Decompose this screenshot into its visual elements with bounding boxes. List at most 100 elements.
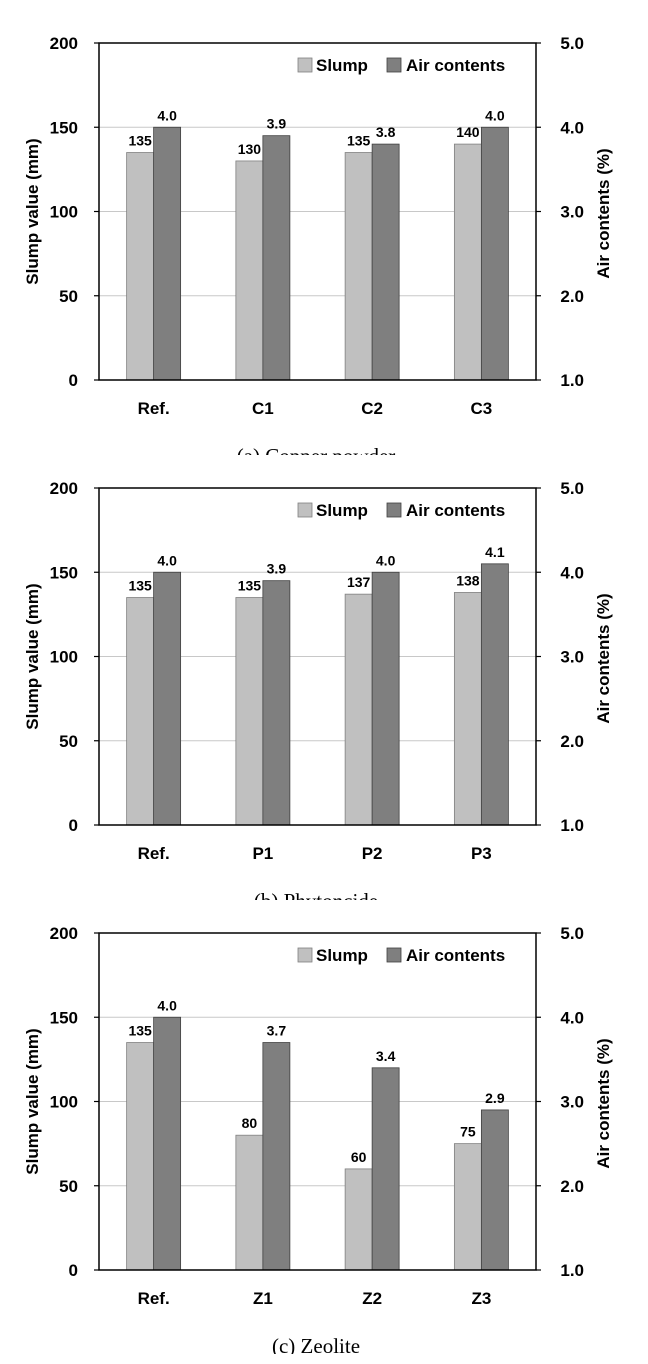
right-tick-label: 4.0	[560, 563, 584, 582]
legend-swatch-slump	[297, 947, 313, 963]
left-tick-label: 50	[59, 732, 78, 751]
category-label: P2	[362, 844, 383, 863]
right-axis-title: Air contents (%)	[594, 148, 613, 278]
legend-label-air: Air contents	[406, 501, 505, 520]
bar-slump	[235, 597, 264, 826]
bar-air-contents	[153, 1016, 182, 1271]
category-label: Z3	[471, 1289, 491, 1308]
bar-air-contents	[262, 1042, 291, 1271]
legend-swatch-slump	[297, 57, 313, 73]
left-tick-label: 150	[50, 118, 78, 137]
bar-slump	[453, 1143, 482, 1271]
right-axis-title: Air contents (%)	[594, 593, 613, 723]
left-tick-label: 50	[59, 287, 78, 306]
legend-swatch-slump	[297, 502, 313, 518]
data-label-air: 4.1	[485, 544, 505, 560]
data-label-slump: 135	[128, 578, 152, 594]
data-label-slump: 137	[347, 574, 371, 590]
right-tick-label: 2.0	[560, 1177, 584, 1196]
left-tick-label: 0	[69, 1261, 78, 1280]
figure-caption: (c) Zeolite	[272, 1334, 360, 1354]
right-tick-label: 3.0	[560, 1093, 584, 1112]
right-tick-label: 4.0	[560, 1008, 584, 1027]
right-tick-label: 2.0	[560, 732, 584, 751]
data-label-slump: 130	[238, 141, 262, 157]
left-tick-label: 200	[50, 924, 78, 943]
category-label: Ref.	[138, 1289, 170, 1308]
data-label-slump: 135	[347, 133, 371, 149]
data-label-air: 4.0	[157, 997, 177, 1013]
right-axis-title: Air contents (%)	[594, 1038, 613, 1168]
data-label-slump: 60	[351, 1149, 367, 1165]
legend-label-slump: Slump	[316, 56, 368, 75]
bar-air-contents	[371, 571, 400, 826]
legend-label-air: Air contents	[406, 56, 505, 75]
legend-swatch-air	[386, 947, 402, 963]
left-tick-label: 100	[50, 203, 78, 222]
category-label: Ref.	[138, 399, 170, 418]
left-tick-label: 100	[50, 648, 78, 667]
left-axis-title: Slump value (mm)	[23, 1028, 42, 1174]
data-label-air: 4.0	[157, 552, 177, 568]
data-label-slump: 138	[456, 572, 480, 588]
bar-slump	[235, 1134, 264, 1271]
legend-label-slump: Slump	[316, 946, 368, 965]
data-label-air: 3.9	[267, 561, 287, 577]
right-tick-label: 1.0	[560, 371, 584, 390]
chart-phytoncide: 135 4.0 Ref. 135 3.9 P1 137 4.0 P2 138 4.1 P3 0 50 100…	[23, 479, 613, 900]
data-label-air: 4.0	[485, 107, 505, 123]
right-tick-label: 5.0	[560, 479, 584, 498]
right-tick-label: 3.0	[560, 203, 584, 222]
figure-caption: (a) Copper powder	[237, 444, 396, 455]
data-label-slump: 75	[460, 1124, 476, 1140]
data-label-slump: 135	[128, 1023, 152, 1039]
left-axis-title: Slump value (mm)	[23, 138, 42, 284]
right-tick-label: 2.0	[560, 287, 584, 306]
category-label: P3	[471, 844, 492, 863]
data-label-slump: 140	[456, 124, 480, 140]
bar-air-contents	[262, 135, 291, 381]
right-tick-label: 4.0	[560, 118, 584, 137]
data-label-air: 2.9	[485, 1090, 505, 1106]
data-label-air: 3.7	[267, 1023, 287, 1039]
bar-slump	[344, 152, 373, 381]
bar-slump	[235, 160, 264, 381]
category-label: P1	[252, 844, 273, 863]
legend-label-slump: Slump	[316, 501, 368, 520]
left-tick-label: 200	[50, 34, 78, 53]
legend-label-air: Air contents	[406, 946, 505, 965]
bar-air-contents	[153, 571, 182, 826]
right-tick-label: 1.0	[560, 1261, 584, 1280]
right-tick-label: 1.0	[560, 816, 584, 835]
right-tick-label: 5.0	[560, 924, 584, 943]
bar-slump	[453, 143, 482, 381]
data-label-air: 3.8	[376, 124, 396, 140]
right-tick-label: 5.0	[560, 34, 584, 53]
legend-swatch-air	[386, 57, 402, 73]
data-label-air: 4.0	[157, 107, 177, 123]
chart-copper-powder: 135 4.0 Ref. 130 3.9 C1 135 3.8 C2 140 4.0 C3 0 50 100…	[23, 34, 613, 455]
data-label-air: 3.4	[376, 1048, 396, 1064]
bar-air-contents	[480, 1109, 509, 1271]
data-label-air: 3.9	[267, 116, 287, 132]
bar-slump	[453, 592, 482, 826]
right-tick-label: 3.0	[560, 648, 584, 667]
bar-air-contents	[371, 1067, 400, 1271]
bar-slump	[126, 597, 155, 826]
bar-air-contents	[480, 126, 509, 381]
figure-caption: (b) Phytoncide	[254, 889, 378, 900]
data-label-slump: 80	[242, 1115, 258, 1131]
data-label-slump: 135	[128, 133, 152, 149]
data-label-slump: 135	[238, 578, 262, 594]
category-label: C2	[361, 399, 383, 418]
category-label: Ref.	[138, 844, 170, 863]
left-tick-label: 0	[69, 371, 78, 390]
left-tick-label: 150	[50, 1008, 78, 1027]
category-label: C3	[471, 399, 493, 418]
category-label: Z1	[253, 1289, 273, 1308]
category-label: C1	[252, 399, 274, 418]
bar-slump	[344, 593, 373, 826]
left-tick-label: 200	[50, 479, 78, 498]
category-label: Z2	[362, 1289, 382, 1308]
left-axis-title: Slump value (mm)	[23, 583, 42, 729]
